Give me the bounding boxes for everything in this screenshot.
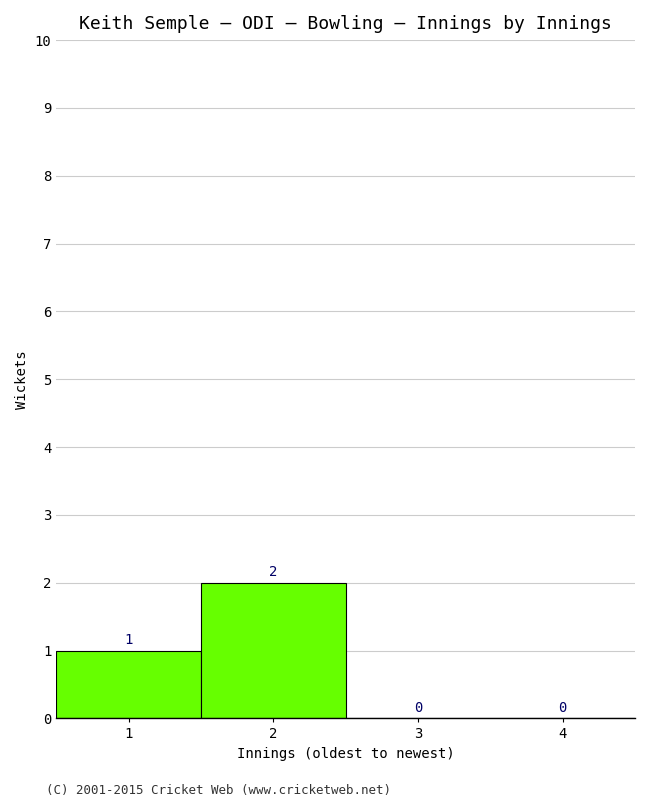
Title: Keith Semple – ODI – Bowling – Innings by Innings: Keith Semple – ODI – Bowling – Innings b… xyxy=(79,15,612,33)
Bar xyxy=(201,582,346,718)
Y-axis label: Wickets: Wickets xyxy=(15,350,29,409)
Text: 0: 0 xyxy=(414,701,422,715)
Bar xyxy=(56,650,201,718)
Text: (C) 2001-2015 Cricket Web (www.cricketweb.net): (C) 2001-2015 Cricket Web (www.cricketwe… xyxy=(46,784,391,797)
Text: 1: 1 xyxy=(124,633,133,647)
Text: 0: 0 xyxy=(558,701,567,715)
X-axis label: Innings (oldest to newest): Innings (oldest to newest) xyxy=(237,747,454,761)
Text: 2: 2 xyxy=(269,566,278,579)
